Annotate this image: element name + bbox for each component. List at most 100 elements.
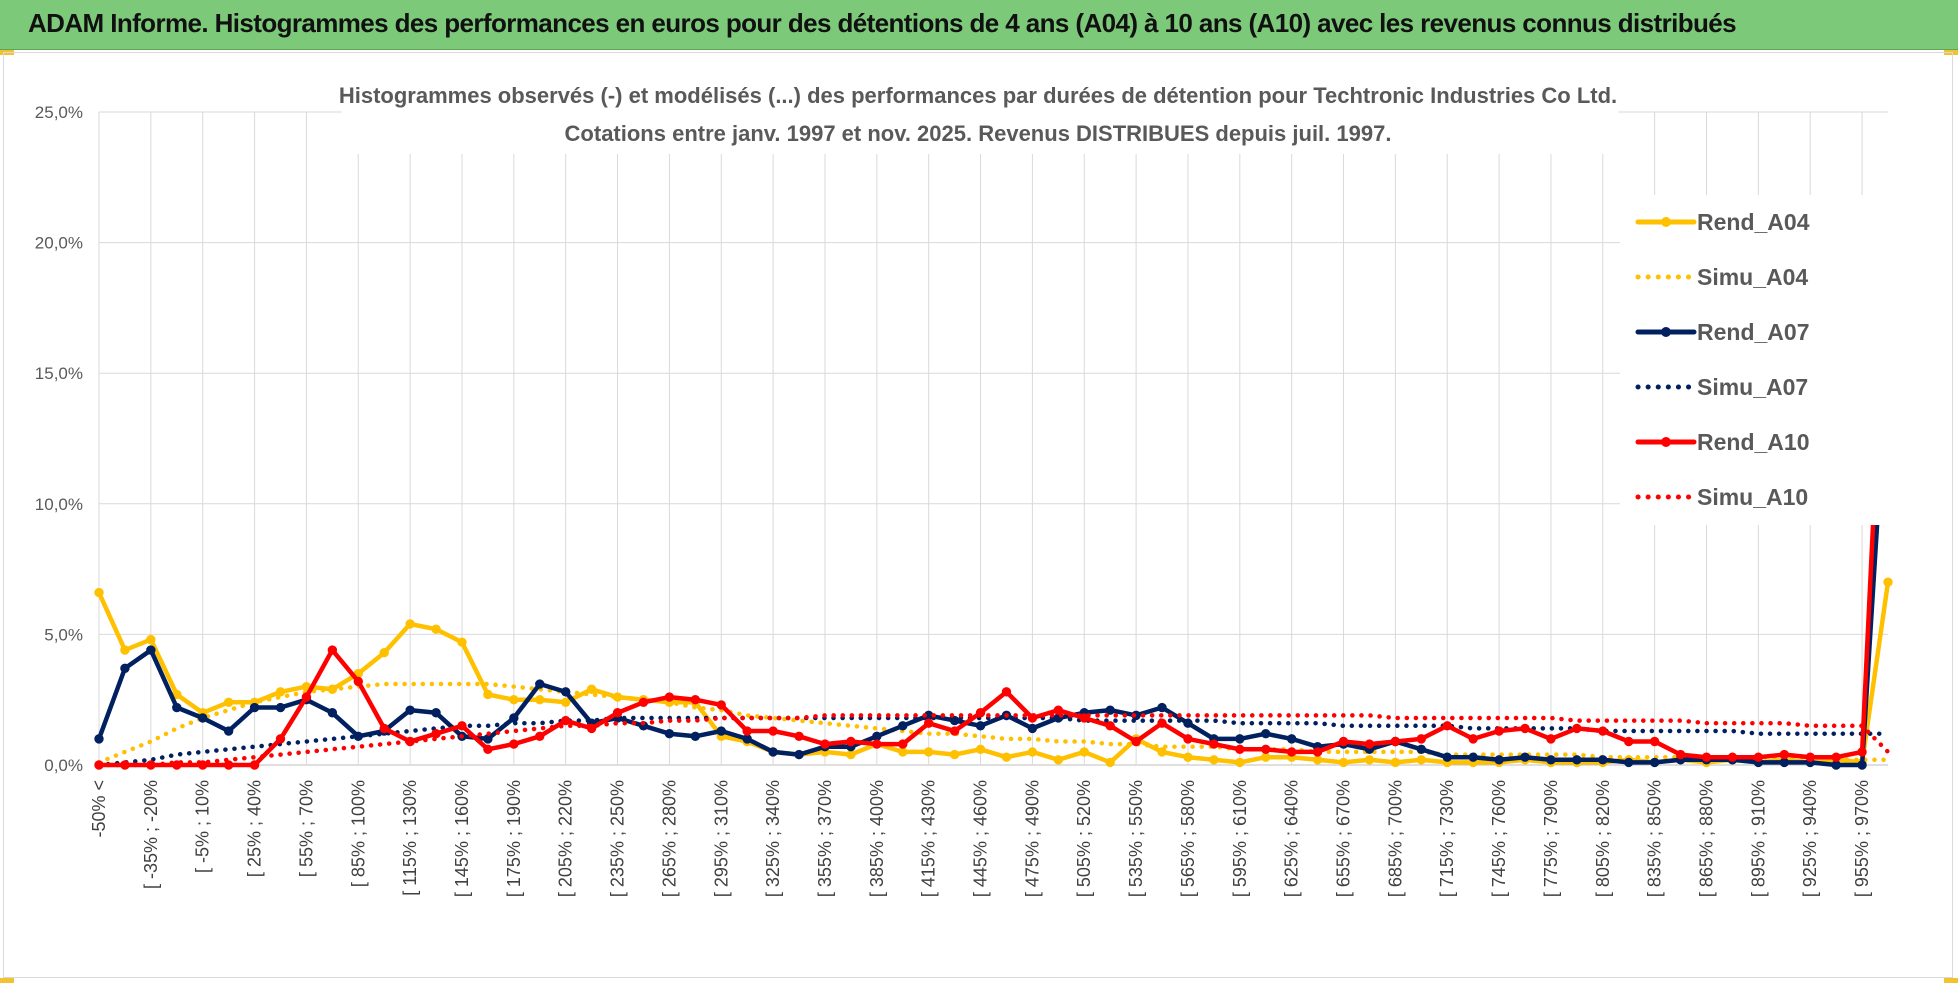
data-point-rend-a07	[275, 702, 286, 713]
data-point-rend-a10	[716, 700, 726, 710]
data-point-rend-a10	[1131, 736, 1141, 747]
data-point-rend-a07	[1416, 744, 1427, 755]
data-point-rend-a10	[1001, 687, 1012, 697]
legend-label-simu-a04: Simu_A04	[1697, 264, 1808, 290]
x-tick-label: [ 835% ; 850%	[1645, 780, 1665, 897]
x-tick-label: [ 175% ; 190%	[504, 780, 524, 897]
data-point-rend-a07	[223, 726, 234, 736]
data-point-rend-a10	[898, 739, 908, 749]
data-point-rend-a10	[1675, 749, 1686, 760]
legend: Rend_A04 Simu_A04 Rend_A07 Simu_A07 Rend_A10…	[1620, 195, 1910, 525]
data-point-rend-a04	[586, 684, 597, 694]
data-point-rend-a07	[431, 708, 441, 718]
data-point-rend-a04	[975, 744, 986, 755]
series-line-simu-a10	[96, 713, 1891, 768]
x-tick-label: [ 775% ; 790%	[1541, 780, 1561, 897]
x-tick-label: [ 415% ; 430%	[919, 780, 939, 897]
chart-title-background	[342, 78, 1618, 154]
data-point-rend-a04	[898, 747, 908, 757]
data-point-rend-a04	[846, 749, 856, 760]
data-point-rend-a04	[120, 645, 130, 655]
data-point-rend-a07	[120, 663, 130, 674]
x-tick-label: [ -5% ; 10%	[193, 780, 213, 873]
x-tick-label: [ 115% ; 130%	[400, 780, 420, 896]
y-tick-label: 15,0%	[35, 364, 83, 383]
data-point-rend-a07	[975, 721, 986, 731]
data-point-rend-a10	[1520, 723, 1530, 734]
data-point-rend-a07	[198, 713, 208, 723]
x-tick-label: [ 925% ; 940%	[1800, 780, 1820, 897]
data-point-rend-a10	[560, 715, 571, 726]
data-point-rend-a07	[716, 726, 726, 736]
data-point-rend-a07	[1857, 760, 1867, 770]
data-point-rend-a04	[1235, 757, 1245, 768]
series-layer	[94, 209, 1893, 770]
data-point-rend-a10	[275, 734, 286, 744]
x-tick-label: [ 325% ; 340%	[763, 780, 783, 897]
corner-mark-bottom-right	[1944, 978, 1958, 983]
data-point-rend-a10	[664, 692, 675, 702]
legend-label-rend-a10: Rend_A10	[1697, 429, 1809, 455]
data-point-rend-a10	[1468, 734, 1478, 744]
data-point-rend-a07	[1105, 705, 1115, 715]
data-point-rend-a10	[1286, 747, 1297, 757]
data-point-rend-a04	[1157, 747, 1167, 757]
series-line-rend-a10	[96, 211, 1891, 768]
data-point-rend-a07	[1442, 752, 1452, 762]
data-point-rend-a04	[223, 697, 234, 708]
data-point-rend-a07	[535, 679, 545, 689]
x-tick-label: [ 205% ; 220%	[556, 780, 576, 897]
x-tick-label: [ 25% ; 40%	[245, 780, 265, 877]
data-point-rend-a07	[1286, 734, 1297, 744]
data-point-rend-a04	[146, 634, 156, 645]
x-tick-label: [ 655% ; 670%	[1334, 780, 1354, 897]
x-tick-label: [ 595% ; 610%	[1230, 780, 1250, 897]
report-title: ADAM Informe. Histogrammes des performan…	[28, 8, 1737, 38]
y-tick-label: 5,0%	[44, 625, 83, 644]
legend-marker-rend-a10	[1661, 437, 1671, 447]
data-point-rend-a04	[457, 637, 467, 647]
data-point-rend-a04	[1312, 755, 1323, 765]
series-line-simu-a04	[96, 681, 1891, 765]
corner-mark-bottom-left	[0, 978, 14, 983]
x-tick-label: [ 235% ; 250%	[608, 780, 628, 897]
x-tick-label: [ 145% ; 160%	[452, 780, 472, 897]
data-point-rend-a07	[1235, 734, 1245, 744]
data-point-rend-a07	[1546, 755, 1556, 765]
data-point-rend-a07	[1831, 760, 1841, 770]
data-point-rend-a10	[638, 697, 649, 708]
x-axis-labels: -50% < [ -35% ; -20% [ -5% ; 10% [ 25% ; 40…	[89, 780, 1872, 897]
data-point-rend-a10	[1624, 736, 1634, 747]
data-point-rend-a10	[509, 739, 519, 749]
data-point-rend-a10	[1312, 747, 1323, 757]
data-point-rend-a10	[1416, 734, 1427, 744]
data-point-rend-a07	[405, 705, 415, 715]
data-point-rend-a10	[1649, 736, 1660, 747]
x-tick-label: [ 565% ; 580%	[1178, 780, 1198, 897]
data-point-rend-a07	[1520, 752, 1530, 762]
title-banner: ADAM Informe. Histogrammes des performan…	[0, 0, 1958, 50]
data-point-rend-a04	[1079, 747, 1089, 757]
data-point-rend-a10	[1390, 736, 1401, 747]
chart-subtitle: Cotations entre janv. 1997 et nov. 2025.…	[565, 121, 1392, 146]
x-tick-label: [ 475% ; 490%	[1022, 780, 1042, 897]
data-point-rend-a10	[327, 645, 338, 655]
x-tick-label: [ 805% ; 820%	[1593, 780, 1613, 897]
data-point-rend-a10	[923, 718, 934, 728]
data-point-rend-a04	[1261, 752, 1271, 762]
x-tick-label: [ 385% ; 400%	[867, 780, 887, 897]
x-tick-label: [ 865% ; 880%	[1697, 780, 1717, 897]
data-point-rend-a07	[1572, 755, 1582, 765]
series-line-rend-a07	[96, 347, 1891, 768]
data-point-rend-a10	[612, 708, 623, 718]
x-tick-label: [ 625% ; 640%	[1282, 780, 1302, 897]
data-point-rend-a04	[405, 619, 415, 629]
data-point-rend-a04	[1027, 747, 1038, 757]
data-point-rend-a10	[1338, 736, 1349, 747]
data-point-rend-a07	[872, 731, 882, 741]
data-point-rend-a04	[923, 747, 934, 757]
data-point-rend-a04	[535, 695, 545, 705]
data-point-rend-a10	[431, 728, 441, 739]
data-point-rend-a04	[1364, 755, 1375, 765]
chart-title: Histogrammes observés (-) et modélisés (…	[339, 83, 1617, 108]
